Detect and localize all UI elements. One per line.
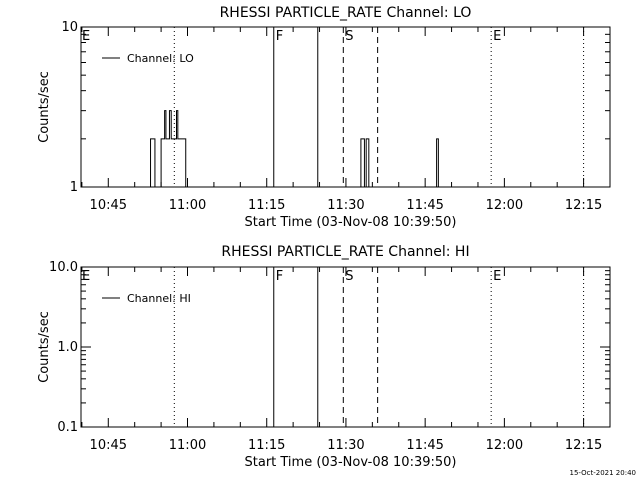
- chart-title: RHESSI PARTICLE_RATE Channel: HI: [221, 244, 469, 260]
- footer-timestamp: 15-Oct-2021 20:40: [570, 469, 636, 477]
- y-axis-label: Counts/sec: [37, 311, 52, 383]
- x-tick-label: 11:00: [169, 438, 206, 453]
- x-tick-label: 12:15: [565, 438, 602, 453]
- event-line-label: E: [82, 29, 90, 44]
- y-tick-label: 10.0: [49, 260, 78, 275]
- event-line-label: E: [493, 269, 501, 284]
- x-tick-label: 11:45: [406, 198, 443, 213]
- x-axis-label: Start Time (03-Nov-08 10:39:50): [245, 215, 457, 230]
- x-axis-label: Start Time (03-Nov-08 10:39:50): [245, 455, 457, 470]
- x-tick-label: 11:30: [327, 438, 364, 453]
- legend-label: Channel: HI: [127, 292, 191, 305]
- legend-label: Channel: LO: [127, 52, 194, 65]
- x-tick-label: 11:15: [248, 198, 285, 213]
- y-axis-label: Counts/sec: [37, 71, 52, 143]
- chart-title: RHESSI PARTICLE_RATE Channel: LO: [220, 5, 472, 21]
- y-tick-label: 1.0: [57, 340, 78, 355]
- x-tick-label: 12:15: [565, 198, 602, 213]
- x-tick-label: 11:15: [248, 438, 285, 453]
- x-tick-label: 11:45: [406, 438, 443, 453]
- y-tick-label: 0.1: [57, 420, 78, 435]
- x-tick-label: 12:00: [486, 198, 523, 213]
- x-tick-label: 12:00: [486, 438, 523, 453]
- event-line-label: E: [82, 269, 90, 284]
- x-tick-label: 11:30: [327, 198, 364, 213]
- event-line-label: E: [493, 29, 501, 44]
- x-tick-label: 10:45: [90, 198, 127, 213]
- panel-lo: RHESSI PARTICLE_RATE Channel: LO 10:45 11:…: [37, 5, 611, 230]
- event-line-label: S: [345, 29, 353, 44]
- series-line: [81, 110, 610, 188]
- event-line-label: F: [276, 29, 283, 44]
- y-tick-label: 1: [70, 180, 78, 195]
- event-line-label: F: [276, 269, 283, 284]
- y-tick-label: 10: [61, 20, 78, 35]
- x-tick-label: 11:00: [169, 198, 206, 213]
- event-line-label: S: [345, 269, 353, 284]
- x-tick-label: 10:45: [90, 438, 127, 453]
- panel-hi: RHESSI PARTICLE_RATE Channel: HI 10:45 11:…: [37, 244, 611, 470]
